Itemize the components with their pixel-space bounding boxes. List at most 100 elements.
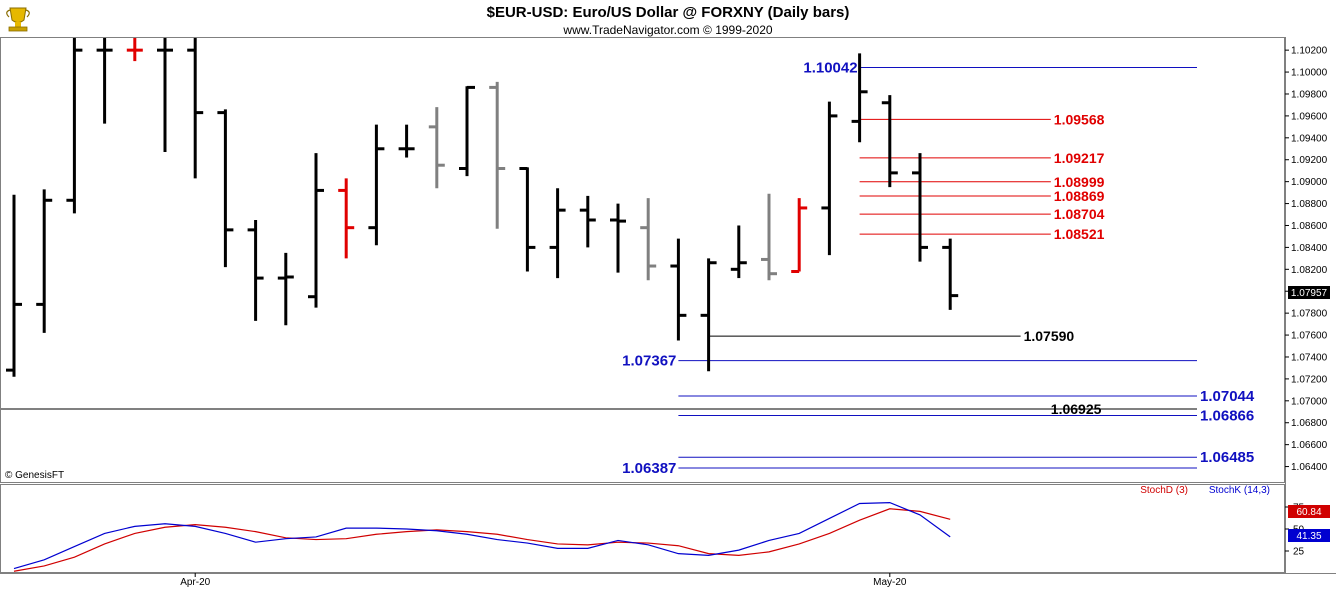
level-label: 1.06387 (622, 460, 676, 477)
level-line-1-07590: 1.07590 (708, 328, 1075, 344)
ohlc-bar (157, 38, 173, 153)
ohlc-bar (579, 195, 596, 248)
level-line-1-09217: 1.09217 (859, 150, 1105, 166)
price-tick-label: 1.09200 (1291, 155, 1328, 166)
ohlc-bar (640, 198, 657, 281)
copyright-label: © GenesisFT (5, 470, 64, 481)
time-axis-labels: Apr-20 May-20 (180, 573, 907, 588)
stoch-d-last-label: 60.84 (1296, 507, 1321, 518)
ohlc-bar (821, 101, 838, 256)
level-label: 1.09217 (1054, 150, 1105, 166)
chart-title: $EUR-USD: Euro/US Dollar @ FORXNY (Daily… (487, 4, 850, 21)
stoch-k-last-label: 41.35 (1296, 531, 1321, 542)
ohlc-bar (881, 95, 898, 188)
level-label: 1.08999 (1054, 174, 1105, 190)
ohlc-bar (308, 153, 324, 308)
time-tick-label: May-20 (873, 577, 907, 588)
level-line-1-06387: 1.06387 (622, 460, 1197, 477)
price-tick-label: 1.08200 (1291, 265, 1328, 276)
ohlc-bar (761, 193, 777, 281)
ohlc-bar (338, 178, 355, 259)
last-price-tag: 1.07957 (1288, 286, 1330, 299)
ohlc-bar (6, 194, 22, 377)
ohlc-bar (942, 238, 959, 310)
level-line-1-07044: 1.07044 (678, 388, 1255, 405)
price-tick-label: 1.10000 (1291, 68, 1328, 79)
stoch-k-line (13, 501, 951, 570)
level-label: 1.08704 (1054, 206, 1105, 222)
stoch-lines (13, 501, 951, 572)
ohlc-bar (368, 124, 385, 246)
level-label: 1.09568 (1054, 111, 1105, 127)
price-tick-label: 1.08400 (1291, 243, 1328, 254)
stoch-d-line (13, 508, 951, 572)
ohlc-bar (851, 53, 868, 143)
price-tick-label: 1.09000 (1291, 177, 1328, 188)
ohlc-bar (398, 124, 415, 158)
time-tick-label: Apr-20 (180, 577, 210, 588)
price-tick-label: 1.07400 (1291, 352, 1328, 363)
price-tick-label: 1.07200 (1291, 374, 1328, 385)
level-label: 1.07590 (1024, 328, 1075, 344)
ohlc-bar (66, 38, 83, 214)
ohlc-bar (126, 38, 143, 62)
price-pane-frame (0, 37, 1285, 483)
ohlc-bar (459, 85, 475, 177)
ohlc-bar (96, 38, 113, 124)
price-tick-label: 1.06600 (1291, 440, 1328, 451)
price-tick-label: 1.09400 (1291, 133, 1328, 144)
last-price-label: 1.07957 (1291, 288, 1328, 299)
level-line-1-08521: 1.08521 (859, 226, 1105, 242)
price-tick-label: 1.07800 (1291, 309, 1328, 320)
level-line-1-09568: 1.09568 (859, 111, 1105, 127)
level-label: 1.07367 (622, 353, 676, 370)
ohlc-bar (791, 198, 808, 274)
ohlc-bar (700, 258, 717, 372)
ohlc-bar (36, 189, 53, 333)
ohlc-bar (277, 252, 294, 326)
level-line-1-08869: 1.08869 (859, 188, 1105, 204)
ohlc-bar (247, 220, 264, 321)
price-tick-label: 1.08800 (1291, 199, 1328, 210)
price-axis-ticks: 1.10200 1.10000 1.09800 1.09600 1.09400 1.092… (1285, 46, 1328, 473)
price-tick-label: 1.06400 (1291, 462, 1328, 473)
price-tick-label: 1.08600 (1291, 221, 1328, 232)
ohlc-bar (217, 109, 234, 268)
stoch-d-legend: StochD (3) (1140, 485, 1188, 496)
price-tick-label: 1.10200 (1291, 46, 1328, 57)
level-line-1-07367: 1.07367 (622, 353, 1197, 370)
level-label: 1.06925 (1051, 401, 1102, 417)
price-tick-label: 1.07600 (1291, 331, 1328, 342)
level-line-1-06925: 1.06925 (1, 401, 1197, 417)
ohlc-bar (519, 166, 536, 272)
level-label: 1.08869 (1054, 188, 1105, 204)
price-tick-label: 1.09800 (1291, 89, 1328, 100)
level-label: 1.06866 (1200, 407, 1254, 424)
ohlc-bar (549, 188, 566, 279)
stoch-k-legend: StochK (14,3) (1209, 485, 1270, 496)
price-tick-label: 1.09600 (1291, 111, 1328, 122)
chart-subtitle: www.TradeNavigator.com © 1999-2020 (562, 23, 772, 37)
price-bars (6, 38, 959, 377)
ohlc-bar (610, 203, 626, 273)
level-label: 1.08521 (1054, 226, 1105, 242)
ohlc-bar (489, 81, 506, 229)
level-label: 1.10042 (803, 59, 857, 76)
level-line-1-10042: 1.10042 (803, 59, 1197, 76)
ohlc-bar (187, 38, 204, 179)
level-line-1-06485: 1.06485 (678, 449, 1254, 466)
level-line-1-06866: 1.06866 (678, 407, 1254, 424)
stoch-pane-frame (0, 484, 1285, 573)
ohlc-bar (730, 225, 747, 279)
trophy-logo-icon (6, 7, 30, 32)
level-label: 1.06485 (1200, 449, 1254, 466)
ohlc-bar (912, 153, 928, 262)
stoch-tick-label: 25 (1293, 547, 1305, 558)
level-line-1-08704: 1.08704 (859, 206, 1105, 222)
stoch-d-last-tag: 60.84 (1288, 505, 1330, 518)
level-label: 1.07044 (1200, 388, 1255, 405)
price-tick-label: 1.06800 (1291, 418, 1328, 429)
